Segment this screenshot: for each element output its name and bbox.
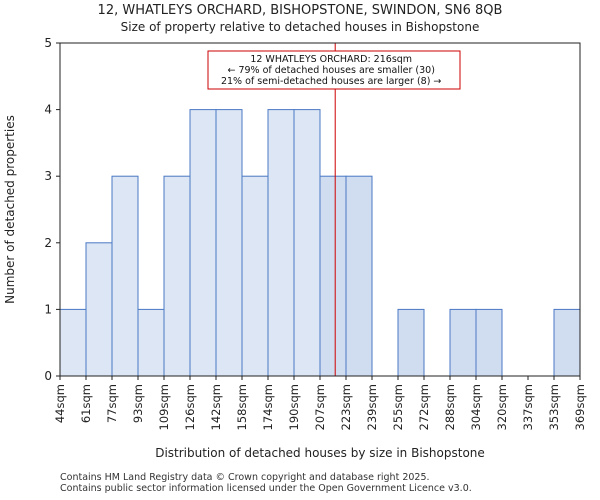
annotation-box [207,50,461,90]
x-tick-label: 304sqm [469,384,483,430]
x-tick-label: 272sqm [417,384,431,430]
footer-line-2: Contains public sector information licen… [60,483,472,494]
x-tick-label: 158sqm [235,384,249,430]
bars-group [59,109,581,377]
annotation-line-3: 21% of semi-detached houses are larger (… [221,76,441,87]
axis-ticks: 0 1 2 3 4 5 44sqm 61sqm 77sqm 93sqm 109sqm 126sqm 14… [44,36,587,430]
x-tick-label: 369sqm [573,384,587,430]
bar-223sqm [345,175,373,377]
x-tick-label: 239sqm [365,384,379,430]
x-tick-label: 190sqm [287,384,301,430]
y-tick-label: 5 [44,36,52,50]
x-tick-label: 353sqm [547,384,561,430]
x-tick-label: 255sqm [391,384,405,430]
bar-288sqm [449,308,477,377]
y-tick-label: 2 [44,236,52,250]
y-tick-label: 3 [44,169,52,183]
annotation-line-2: ← 79% of detached houses are smaller (30… [227,65,434,76]
bar-255sqm [397,308,425,377]
bar-44sqm [59,308,87,377]
bar-207sqm [319,175,347,377]
x-tick-label: 174sqm [261,384,275,430]
bar-142sqm [215,109,243,377]
footer-line-1: Contains HM Land Registry data © Crown c… [60,472,430,483]
y-tick-label: 1 [44,302,52,316]
bar-174sqm [267,109,295,377]
bar-158sqm [241,175,269,377]
chart-subtitle: Size of property relative to detached ho… [120,20,480,34]
x-tick-label: 61sqm [79,384,93,423]
x-tick-label: 142sqm [209,384,223,430]
x-tick-label: 126sqm [183,384,197,430]
y-axis-label: Number of detached properties [3,115,17,304]
bar-190sqm [293,109,321,377]
annotation-line-1: 12 WHATLEYS ORCHARD: 216sqm [250,54,412,65]
bar-109sqm [163,175,191,377]
plot-frame [59,42,581,377]
x-tick-label: 223sqm [339,384,353,430]
x-tick-label: 320sqm [495,384,509,430]
x-tick-label: 44sqm [53,384,67,423]
bar-126sqm [189,109,217,377]
x-tick-label: 288sqm [443,384,457,430]
bar-93sqm [137,308,165,377]
x-tick-label: 337sqm [521,384,535,430]
x-tick-label: 207sqm [313,384,327,430]
y-tick-label: 4 [44,103,52,117]
x-tick-label: 109sqm [157,384,171,430]
x-tick-label: 77sqm [105,384,119,423]
bar-304sqm [475,308,503,377]
bar-61sqm [85,242,113,377]
bar-353sqm [553,308,581,377]
chart-title: 12, WHATLEYS ORCHARD, BISHOPSTONE, SWIND… [97,3,503,18]
property-annotation: 12 WHATLEYS ORCHARD: 216sqm ← 79% of det… [207,50,461,90]
bar-77sqm [111,175,139,377]
x-tick-label: 93sqm [131,384,145,423]
y-tick-label: 0 [44,369,52,383]
x-axis-label: Distribution of detached houses by size … [155,446,485,460]
